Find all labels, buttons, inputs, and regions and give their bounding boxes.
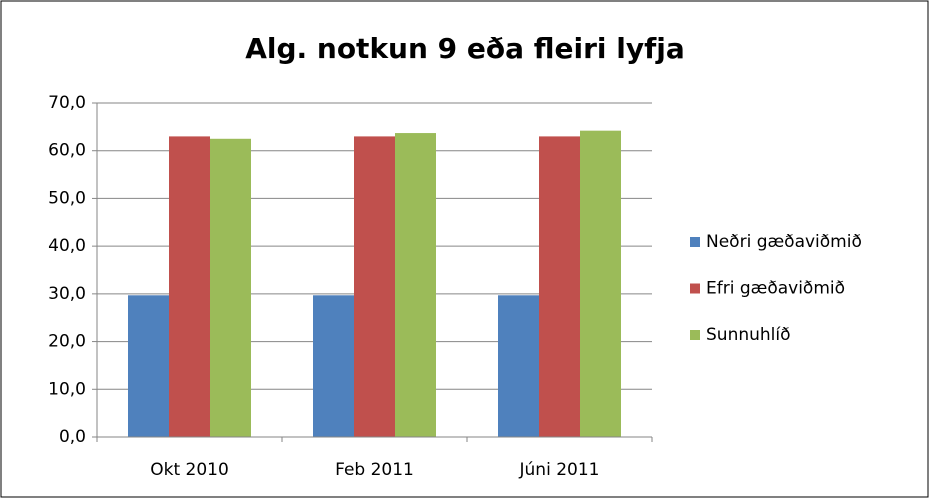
chart-title: Alg. notkun 9 eða fleiri lyfja <box>245 32 685 65</box>
bar <box>210 138 251 438</box>
x-tick-label: Okt 2010 <box>150 460 229 480</box>
legend-swatch <box>690 237 700 247</box>
bar <box>128 295 169 437</box>
y-tick-label: 70,0 <box>48 93 86 113</box>
legend-swatch <box>690 330 700 340</box>
bar <box>539 136 580 437</box>
y-tick-label: 20,0 <box>48 332 86 352</box>
x-tick-label: Júni 2011 <box>519 460 600 480</box>
legend-label: Sunnuhlíð <box>706 325 791 345</box>
bar <box>313 295 354 437</box>
y-tick-label: 30,0 <box>48 284 86 304</box>
bar <box>580 130 621 437</box>
x-tick-label: Feb 2011 <box>335 460 414 480</box>
bar <box>354 136 395 437</box>
bar <box>395 133 436 437</box>
bar <box>498 295 539 437</box>
bar <box>169 136 210 437</box>
y-tick-label: 50,0 <box>48 188 86 208</box>
y-tick-label: 10,0 <box>48 379 86 399</box>
legend-label: Efri gæðaviðmið <box>706 279 845 299</box>
y-tick-label: 60,0 <box>48 141 86 161</box>
y-tick-label: 40,0 <box>48 236 86 256</box>
legend-swatch <box>690 283 700 294</box>
y-tick-label: 0,0 <box>59 427 86 447</box>
legend-label: Neðri gæðaviðmið <box>706 232 862 252</box>
